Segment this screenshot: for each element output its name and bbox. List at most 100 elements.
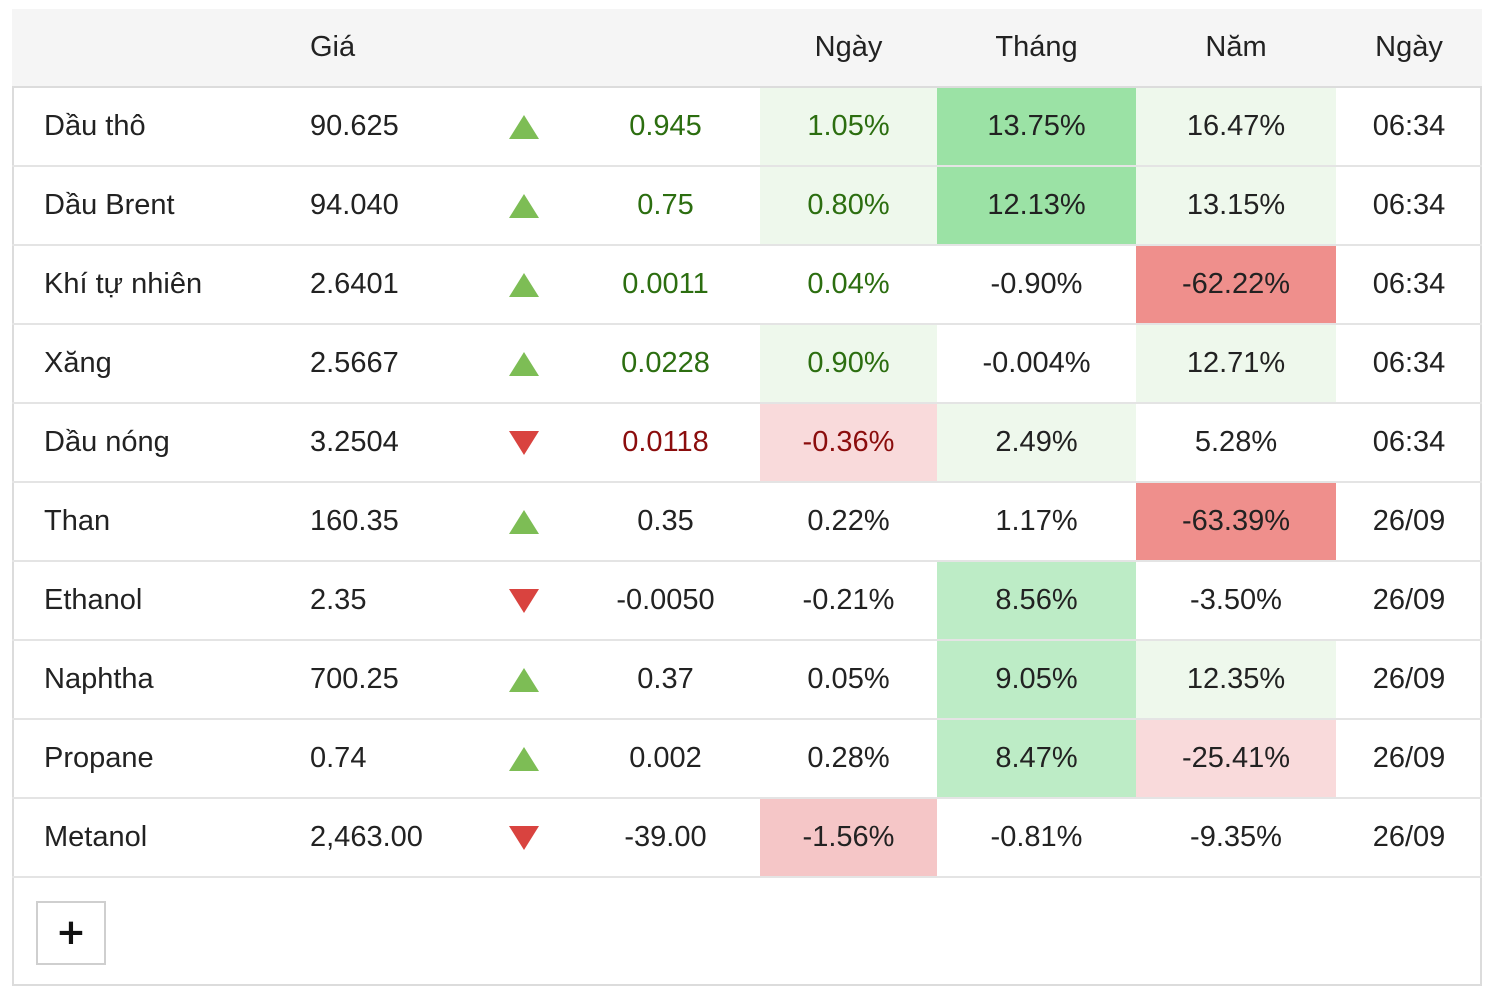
time-cell: 06:34 <box>1336 245 1482 325</box>
day-percent-cell: 1.05% <box>760 87 937 167</box>
change-cell: 0.945 <box>571 87 760 167</box>
direction-cell <box>477 324 571 404</box>
commodity-name-link[interactable]: Dầu nóng <box>12 403 277 483</box>
change-cell: 0.37 <box>571 640 760 720</box>
table-row[interactable]: Naphtha 700.25 0.37 0.05% 9.05% 12.35% 26/09 <box>12 640 1482 720</box>
commodity-name-link[interactable]: Xăng <box>12 324 277 404</box>
header-name[interactable] <box>12 9 277 88</box>
price-cell: 94.040 <box>277 166 477 246</box>
header-change[interactable] <box>571 9 760 88</box>
table-row[interactable]: Dầu Brent 94.040 0.75 0.80% 12.13% 13.15% 06:3… <box>12 166 1482 246</box>
commodity-name-link[interactable]: Metanol <box>12 798 277 878</box>
direction-cell <box>477 798 571 878</box>
commodity-name-link[interactable]: Ethanol <box>12 561 277 641</box>
month-percent-cell: 12.13% <box>937 166 1136 246</box>
day-percent-cell: 0.28% <box>760 719 937 799</box>
change-cell: 0.0011 <box>571 245 760 325</box>
month-percent-cell: 13.75% <box>937 87 1136 167</box>
month-percent-cell: 8.47% <box>937 719 1136 799</box>
time-cell: 26/09 <box>1336 719 1482 799</box>
price-cell: 2.5667 <box>277 324 477 404</box>
direction-cell <box>477 403 571 483</box>
day-percent-cell: -1.56% <box>760 798 937 878</box>
day-percent-cell: 0.80% <box>760 166 937 246</box>
time-cell: 06:34 <box>1336 166 1482 246</box>
table-row[interactable]: Than 160.35 0.35 0.22% 1.17% -63.39% 26/09 <box>12 482 1482 562</box>
change-cell: 0.0228 <box>571 324 760 404</box>
header-year-percent[interactable]: Năm <box>1136 9 1336 88</box>
table-row[interactable]: Khí tự nhiên 2.6401 0.0011 0.04% -0.90% -62.2… <box>12 245 1482 325</box>
triangle-up-icon <box>509 510 539 535</box>
triangle-up-icon <box>509 352 539 377</box>
price-cell: 2.6401 <box>277 245 477 325</box>
commodity-name-link[interactable]: Dầu thô <box>12 87 277 167</box>
time-cell: 06:34 <box>1336 403 1482 483</box>
direction-cell <box>477 640 571 720</box>
commodity-name-link[interactable]: Propane <box>12 719 277 799</box>
change-cell: 0.75 <box>571 166 760 246</box>
header-date[interactable]: Ngày <box>1336 9 1482 88</box>
year-percent-cell: 12.71% <box>1136 324 1336 404</box>
year-percent-cell: 13.15% <box>1136 166 1336 246</box>
table-row[interactable]: Propane 0.74 0.002 0.28% 8.47% -25.41% 26/09 <box>12 719 1482 799</box>
year-percent-cell: 5.28% <box>1136 403 1336 483</box>
triangle-up-icon <box>509 115 539 140</box>
triangle-up-icon <box>509 668 539 693</box>
commodities-panel: Giá Ngày Tháng Năm Ngày Dầu thô 90.625 0.9… <box>12 9 1482 986</box>
month-percent-cell: -0.90% <box>937 245 1136 325</box>
table-row[interactable]: Dầu nóng 3.2504 0.0118 -0.36% 2.49% 5.28% 06:3… <box>12 403 1482 483</box>
triangle-up-icon <box>509 273 539 298</box>
direction-cell <box>477 166 571 246</box>
commodity-name-link[interactable]: Naphtha <box>12 640 277 720</box>
triangle-down-icon <box>509 431 539 456</box>
commodity-name-link[interactable]: Than <box>12 482 277 562</box>
month-percent-cell: 1.17% <box>937 482 1136 562</box>
price-cell: 2,463.00 <box>277 798 477 878</box>
table-row[interactable]: Xăng 2.5667 0.0228 0.90% -0.004% 12.71% 06:34 <box>12 324 1482 404</box>
commodities-table: Giá Ngày Tháng Năm Ngày Dầu thô 90.625 0.9… <box>12 9 1482 878</box>
commodity-name-link[interactable]: Khí tự nhiên <box>12 245 277 325</box>
month-percent-cell: 2.49% <box>937 403 1136 483</box>
direction-cell <box>477 482 571 562</box>
day-percent-cell: 0.90% <box>760 324 937 404</box>
year-percent-cell: -62.22% <box>1136 245 1336 325</box>
day-percent-cell: 0.04% <box>760 245 937 325</box>
header-price[interactable]: Giá <box>277 9 477 88</box>
time-cell: 26/09 <box>1336 640 1482 720</box>
month-percent-cell: -0.81% <box>937 798 1136 878</box>
direction-cell <box>477 561 571 641</box>
year-percent-cell: 12.35% <box>1136 640 1336 720</box>
day-percent-cell: -0.36% <box>760 403 937 483</box>
time-cell: 06:34 <box>1336 324 1482 404</box>
year-percent-cell: -3.50% <box>1136 561 1336 641</box>
table-row[interactable]: Ethanol 2.35 -0.0050 -0.21% 8.56% -3.50% 26/09 <box>12 561 1482 641</box>
add-row-button[interactable]: + <box>36 901 106 965</box>
header-day-percent[interactable]: Ngày <box>760 9 937 88</box>
direction-cell <box>477 719 571 799</box>
year-percent-cell: -63.39% <box>1136 482 1336 562</box>
price-cell: 160.35 <box>277 482 477 562</box>
triangle-up-icon <box>509 747 539 772</box>
year-percent-cell: -9.35% <box>1136 798 1336 878</box>
change-cell: -39.00 <box>571 798 760 878</box>
price-cell: 700.25 <box>277 640 477 720</box>
triangle-down-icon <box>509 589 539 614</box>
triangle-down-icon <box>509 826 539 851</box>
month-percent-cell: 9.05% <box>937 640 1136 720</box>
commodity-name-link[interactable]: Dầu Brent <box>12 166 277 246</box>
day-percent-cell: -0.21% <box>760 561 937 641</box>
time-cell: 26/09 <box>1336 482 1482 562</box>
day-percent-cell: 0.05% <box>760 640 937 720</box>
month-percent-cell: -0.004% <box>937 324 1136 404</box>
year-percent-cell: -25.41% <box>1136 719 1336 799</box>
direction-cell <box>477 245 571 325</box>
header-month-percent[interactable]: Tháng <box>937 9 1136 88</box>
header-arrow <box>477 9 571 88</box>
time-cell: 26/09 <box>1336 798 1482 878</box>
price-cell: 2.35 <box>277 561 477 641</box>
table-row[interactable]: Metanol 2,463.00 -39.00 -1.56% -0.81% -9.35% 2… <box>12 798 1482 878</box>
table-row[interactable]: Dầu thô 90.625 0.945 1.05% 13.75% 16.47% 06:34 <box>12 87 1482 167</box>
table-header-row: Giá Ngày Tháng Năm Ngày <box>12 9 1482 88</box>
time-cell: 06:34 <box>1336 87 1482 167</box>
day-percent-cell: 0.22% <box>760 482 937 562</box>
